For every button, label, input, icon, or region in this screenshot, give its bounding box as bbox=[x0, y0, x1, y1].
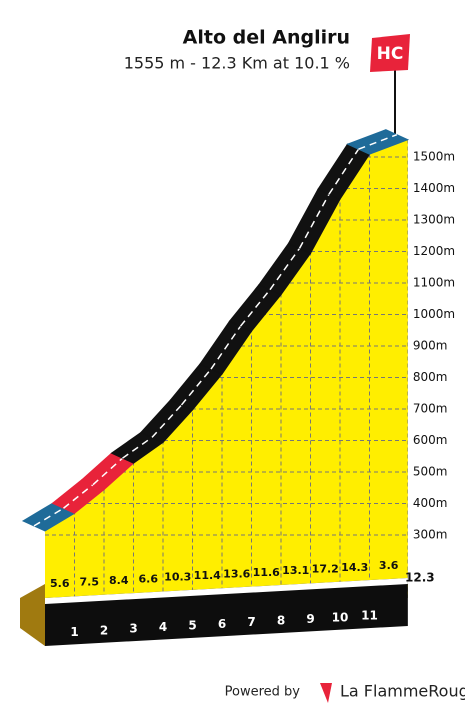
y-tick-label: 1500m bbox=[413, 150, 455, 164]
x-tick-label: 10 bbox=[332, 610, 349, 624]
y-tick-label: 300m bbox=[413, 528, 448, 542]
gradient-label: 5.6 bbox=[50, 577, 70, 590]
road-centerline bbox=[210, 325, 242, 370]
y-tick-label: 1300m bbox=[413, 213, 455, 227]
road-centerline bbox=[180, 368, 212, 406]
chart-subtitle: 1555 m - 12.3 Km at 10.1 % bbox=[124, 54, 350, 73]
logo bbox=[320, 683, 332, 703]
x-tick-label: 6 bbox=[218, 617, 226, 631]
footer-brand: La FlammeRouge bbox=[340, 682, 465, 701]
gradient-label: 8.4 bbox=[109, 574, 129, 587]
y-tick-label: 700m bbox=[413, 402, 448, 416]
x-tick-label: 11 bbox=[361, 609, 378, 623]
road-centerline bbox=[269, 247, 301, 291]
chart-title: Alto del Angliru bbox=[183, 27, 350, 49]
gradient-label: 13.1 bbox=[282, 564, 309, 577]
y-tick-label: 600m bbox=[413, 433, 448, 447]
gradient-label: 17.2 bbox=[312, 563, 339, 576]
gradient-label: 11.6 bbox=[253, 566, 280, 579]
x-tick-label: 2 bbox=[100, 623, 108, 637]
ground-side bbox=[20, 584, 45, 646]
road-centerline bbox=[358, 133, 398, 150]
flag bbox=[370, 34, 410, 72]
road-centerline bbox=[239, 289, 271, 327]
road-centerline bbox=[151, 404, 183, 438]
road-centerline bbox=[92, 457, 124, 486]
road-centerline bbox=[122, 436, 153, 459]
y-tick-label: 800m bbox=[413, 370, 448, 384]
gradient-label: 13.6 bbox=[223, 567, 250, 580]
x-tick-label: 1 bbox=[70, 625, 78, 639]
gradient-label: 11.4 bbox=[194, 569, 221, 582]
road-centerline bbox=[33, 507, 64, 527]
ground-top bbox=[45, 578, 408, 604]
profile: 300m400m500m600m700m800m900m1000m1100m12… bbox=[20, 129, 455, 646]
x-tick-label: 12.3 bbox=[405, 571, 435, 585]
gradient-label: 10.3 bbox=[164, 571, 191, 584]
y-tick-label: 500m bbox=[413, 465, 448, 479]
y-tick-label: 400m bbox=[413, 496, 448, 510]
x-tick-label: 7 bbox=[247, 615, 255, 629]
road-centerline bbox=[298, 193, 330, 249]
badge: HC bbox=[377, 44, 404, 64]
road-centerline bbox=[63, 484, 94, 509]
y-tick-label: 1100m bbox=[413, 276, 455, 290]
profile-area bbox=[45, 139, 408, 599]
gradient-label: 14.3 bbox=[341, 561, 368, 574]
y-tick-label: 900m bbox=[413, 339, 448, 353]
y-tick-label: 1400m bbox=[413, 181, 455, 195]
footer-powered: Powered by bbox=[225, 685, 301, 700]
y-tick-label: 1000m bbox=[413, 307, 455, 321]
x-tick-label: 9 bbox=[306, 612, 314, 626]
x-tick-label: 8 bbox=[277, 614, 285, 628]
x-tick-label: 3 bbox=[129, 622, 137, 636]
gradient-label: 3.6 bbox=[379, 559, 399, 572]
x-tick-label: 4 bbox=[159, 620, 167, 634]
y-tick-label: 1200m bbox=[413, 244, 455, 258]
x-tick-label: 5 bbox=[188, 618, 196, 632]
road-centerline bbox=[328, 148, 360, 195]
gradient-label: 6.6 bbox=[139, 572, 159, 585]
gradient-label: 7.5 bbox=[80, 576, 100, 589]
